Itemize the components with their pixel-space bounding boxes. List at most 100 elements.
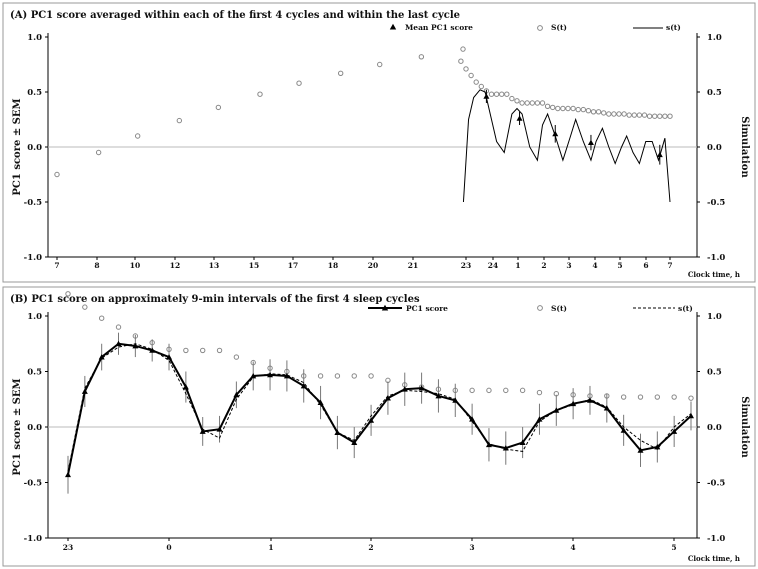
legend-b-pc1-label: PC1 score: [406, 304, 448, 313]
panel-a-xtick-label: 15: [249, 261, 259, 270]
panel-a-st-point: [667, 113, 673, 119]
panel-b-y2tick-label: -1.0: [707, 534, 725, 544]
panel-b-xtick-label: 0: [166, 543, 171, 552]
panel-a-st-point: [595, 109, 602, 115]
panel-a-st-point: [550, 104, 556, 111]
panel-a-st-point: [544, 103, 551, 110]
panel-b-pc1-point: [250, 372, 257, 379]
panel-a-st-point: [636, 112, 643, 118]
panel-b-pc1-point: [132, 342, 139, 349]
panel-b-xtick-label: 3: [469, 543, 474, 552]
legend-b-st-marker: [537, 305, 543, 311]
panel-a-st-point: [590, 109, 597, 115]
panel-a-mean-point: [483, 93, 490, 99]
panel-a-st-point: [257, 91, 263, 97]
panel-a-mean-point: [587, 139, 594, 145]
panel-b-pc1-point: [485, 441, 492, 448]
panel-b-st-point: [671, 394, 677, 400]
panel-b-axes: -1.0 -1.0-0.5 -0.50.0 0.00.5 0.51.0 1.023 0 1 2 3…: [12, 312, 750, 563]
panel-b-st-point: [654, 394, 661, 400]
panel-a-xtick-label: 17: [288, 261, 298, 270]
panel-b-title: (B) PC1 score on approximately 9-min int…: [10, 294, 420, 305]
panel-b-pc1-point: [620, 427, 627, 433]
panel-b-pc1-point: [334, 429, 341, 435]
panel-a-ytick-label: 1.0: [27, 33, 42, 43]
legend-a-mean-marker: [389, 23, 397, 30]
panel-a-st-point: [377, 61, 383, 68]
panel-b-pc1-point: [418, 385, 425, 391]
panel-b-plot-area: [65, 291, 694, 494]
panel-a-st-point: [215, 104, 222, 111]
panel-a-st-point: [458, 58, 464, 64]
panel-b-pc1-point: [300, 382, 307, 389]
panel-b-st-point: [536, 389, 543, 396]
panel-a-xtick-label: 12: [170, 261, 180, 270]
panel-a-st-point: [580, 106, 586, 113]
panel-b-st-point: [519, 387, 526, 394]
panel-b-pc1-point: [283, 372, 290, 379]
panel-a-st-point: [176, 117, 183, 124]
panel-b-pc1-point: [368, 417, 375, 423]
panel-a-st-point: [606, 111, 612, 117]
panel-b-st-point: [183, 347, 189, 354]
panel-a-frame: [2, 2, 756, 283]
panel-b-st-point: [368, 373, 374, 379]
panel-b-pc1-point: [654, 443, 661, 450]
panel-a-st-point: [488, 91, 495, 97]
panel-b-pc1-point: [570, 400, 577, 407]
panel-b-pc1-point: [149, 347, 156, 353]
panel-b-pc1-point: [469, 416, 476, 422]
panel-a-st-point: [468, 72, 474, 79]
panel-b-pc1-point: [65, 471, 71, 478]
legend-b-pc1-marker: [381, 304, 389, 311]
panel-a-ytick-label: 0.5: [27, 88, 42, 98]
panel-a-st-point: [337, 70, 344, 77]
panel-a-st-point: [652, 113, 658, 119]
panel-b-pc1-point: [435, 392, 442, 399]
panel-b-pc1-point: [115, 340, 122, 347]
panel-b-pc1-point: [98, 354, 105, 360]
panel-b-st-line: [67, 343, 692, 472]
panel-a-mean-point: [516, 115, 523, 121]
panel-a-st-point: [134, 133, 141, 139]
panel-a-st-point: [641, 112, 648, 118]
panel-a-xtick-label: 7: [54, 261, 59, 270]
panel-a-st-point: [54, 171, 60, 178]
panel-b-st-point: [317, 373, 324, 379]
panel-a-xlabel: Clock time, h: [688, 270, 740, 279]
panel-a-st-point: [514, 98, 520, 104]
panel-a-xtick-label: 13: [209, 261, 219, 270]
panel-a-xtick-label: 7: [667, 261, 672, 270]
panel-b-st-point: [216, 347, 223, 354]
panel-b-st-point: [637, 394, 644, 400]
panel-a-ylabel: PC1 score ± SEM: [12, 98, 23, 195]
panel-a-mean-point: [552, 130, 559, 137]
panel-b-pc1-point: [182, 384, 189, 390]
panel-b-pc1-point: [166, 354, 173, 360]
panel-a-st-point: [662, 113, 668, 119]
panel-b-pc1-point: [452, 397, 459, 403]
panel-a-xtick-label: 23: [461, 261, 471, 270]
panel-a-st-point: [524, 100, 530, 106]
panel-a-xtick-label: 3: [566, 261, 571, 270]
panel-a-st-point: [473, 79, 479, 85]
legend-b-line-label: s(t): [678, 304, 693, 313]
panel-a-st-point: [565, 105, 571, 112]
panel-a-st-point: [601, 110, 607, 116]
panel-a-st-point: [529, 100, 535, 106]
panel-b-pc1-point: [502, 445, 509, 451]
panel-b-pc1-point: [216, 426, 223, 432]
panel-b-y2tick-label: 0.0: [707, 423, 722, 433]
panel-b-xtick-label: 23: [63, 543, 73, 552]
panel-a-st-point: [534, 100, 541, 106]
panel-b-st-point: [351, 373, 357, 379]
panel-b-y2label: Simulation: [739, 396, 750, 458]
panel-a-ytick-label: -1.0: [24, 253, 42, 263]
panel-b-st-point: [115, 324, 122, 330]
panel-a-legend: Mean PC1 score S(t) s(t): [389, 23, 681, 32]
panel-a-st-point: [611, 111, 617, 117]
legend-a-st-marker: [537, 25, 543, 31]
panel-a-st-point: [626, 112, 632, 118]
panel-a-st-point: [418, 54, 425, 60]
